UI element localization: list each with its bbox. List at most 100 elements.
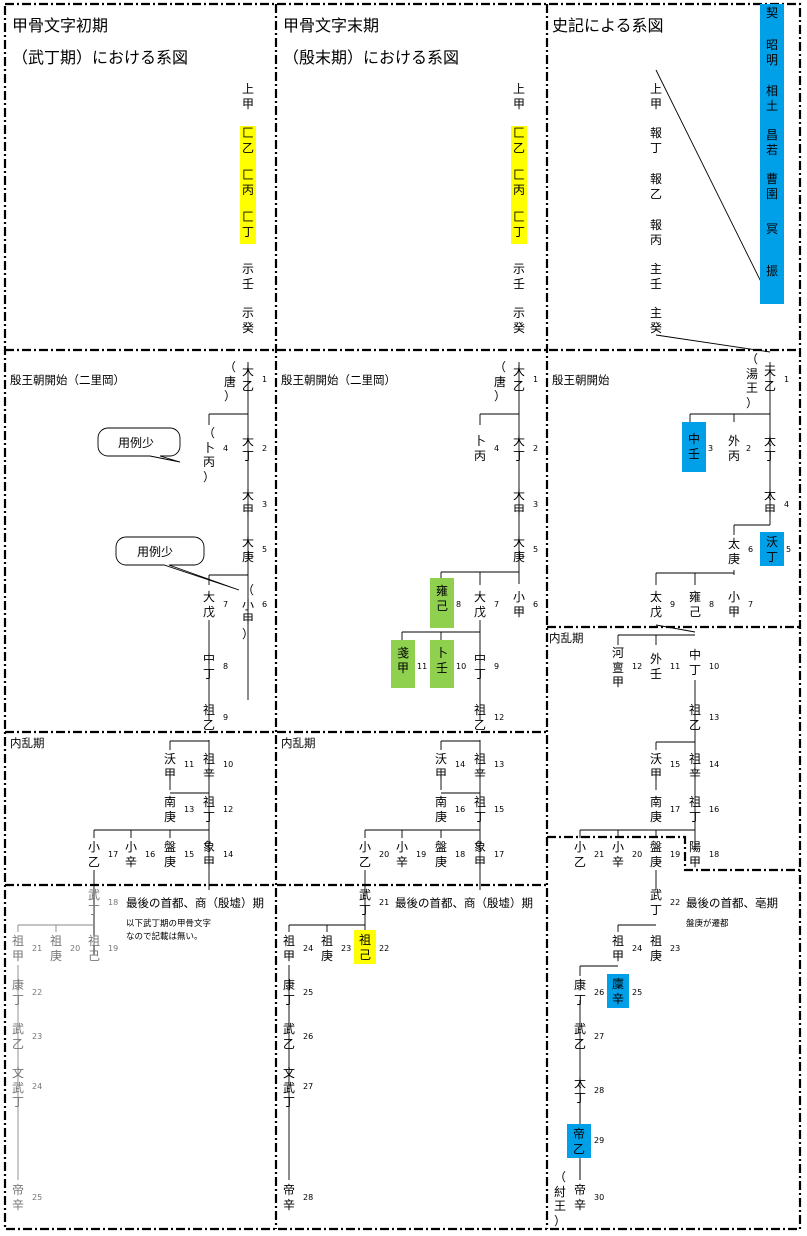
col1-dynasty-start-label: 殷王朝開始（二里岡） (10, 373, 125, 387)
c3-king-4: 太甲 (763, 488, 776, 517)
c1-num-14: 14 (223, 850, 234, 859)
c1-king-24: 文武丁 (11, 1066, 24, 1109)
c2-num-2: 2 (533, 444, 539, 453)
c3-king-30: 帝辛 (573, 1183, 586, 1212)
c1-pre-3: 匚丁 (240, 210, 256, 244)
c3-num-25: 25 (632, 988, 643, 997)
c3-side-2: 相土 (765, 84, 778, 113)
c2-king-20: 小乙 (358, 840, 371, 869)
c3-side-6: 振 (765, 264, 778, 278)
c2-king-23: 祖庚 (320, 934, 333, 963)
col3-note: 盤庚が遷都 (686, 919, 729, 929)
c2-num-20: 20 (379, 850, 390, 859)
c2-king-6: 小甲 (512, 590, 525, 619)
c3-num-12: 12 (632, 662, 643, 671)
c1-num-24: 24 (32, 1082, 43, 1091)
c2-num-6: 6 (533, 600, 539, 609)
c1-pre-2: 匚丙 (240, 168, 256, 210)
c1-king-15: 盤庚 (163, 840, 176, 869)
c2-num-12: 12 (494, 713, 505, 722)
c2-num-22: 22 (379, 944, 390, 953)
c3-king-24: 祖甲 (611, 934, 624, 963)
c2-pre-5: 示癸 (512, 306, 525, 335)
c1-num-12: 12 (223, 805, 234, 814)
c2-king-8: 雍己 (430, 578, 454, 628)
c3-king-29: 帝乙 (567, 1124, 591, 1158)
c1-num-25: 25 (32, 1193, 43, 1202)
c3-num-7: 7 (748, 600, 754, 609)
c3-num-5: 5 (786, 545, 792, 554)
c3-pre-2: 報乙 (649, 172, 662, 201)
c3-num-4: 4 (784, 500, 790, 509)
c3-num-21: 21 (594, 850, 605, 859)
c2-num-21: 21 (379, 898, 390, 907)
c1-king-1: 大乙 (241, 364, 254, 393)
c1-king-5: 大庚 (241, 535, 254, 564)
c2-king-4: 卜丙 (473, 434, 486, 463)
c3-ancestors-highlight (760, 4, 784, 304)
c2-pre-1: 匚乙 (511, 126, 527, 168)
c3-num-24: 24 (632, 944, 643, 953)
c3-king-11: 外壬 (649, 652, 662, 681)
c3-king-30-alt: （紂王） (553, 1170, 566, 1228)
c1-king-25: 帝辛 (11, 1183, 24, 1212)
c1-king-1-alt: （唐） (223, 360, 236, 403)
c3-num-19: 19 (670, 850, 681, 859)
c2-king-15: 祖丁 (473, 795, 486, 824)
c3-king-1-alt: （湯王） (745, 352, 758, 410)
c2-num-3: 3 (533, 500, 539, 509)
c3-num-17: 17 (670, 805, 681, 814)
c3-king-27: 武乙 (573, 1022, 586, 1051)
c3-side-0: 契 (765, 6, 778, 20)
col1-note-line2: なので記載は無い。 (126, 932, 203, 942)
c1-num-13: 13 (184, 805, 195, 814)
c1-king-4: （卜丙） (202, 426, 215, 484)
c2-num-18: 18 (455, 850, 466, 859)
c3-king-18: 陽甲 (688, 840, 701, 869)
c2-num-16: 16 (455, 805, 466, 814)
c2-num-13: 13 (494, 760, 505, 769)
c3-king-7: 小甲 (727, 590, 740, 619)
c1-num-5: 5 (262, 545, 268, 554)
c3-num-30: 30 (594, 1193, 605, 1202)
c1-num-18: 18 (108, 898, 119, 907)
c3-num-15: 15 (670, 760, 681, 769)
c3-num-2: 2 (746, 444, 752, 453)
c2-king-1: 大乙 (512, 364, 525, 393)
c2-king-9: 中丁 (473, 652, 486, 681)
c3-king-3: 中壬 (682, 422, 706, 472)
c3-king-12: 河亶甲 (611, 646, 624, 689)
c2-king-1-alt: （唐） (493, 360, 506, 403)
c3-num-26: 26 (594, 988, 605, 997)
callout-rare-usage-1: 用例少 (118, 436, 155, 450)
c3-num-22: 22 (670, 898, 681, 907)
col1-note-line1: 以下武丁期の甲骨文字 (126, 919, 212, 929)
c2-num-14: 14 (455, 760, 466, 769)
c1-king-14: 象甲 (202, 840, 215, 869)
c3-num-10: 10 (709, 662, 720, 671)
col3-title: 史記による系図 (552, 16, 664, 35)
c1-pre-4: 示壬 (241, 262, 254, 291)
c2-pre-4: 示壬 (512, 262, 525, 291)
c2-num-24: 24 (303, 944, 314, 953)
col1-disorder-label: 内乱期 (10, 736, 45, 750)
c2-king-2: 大丁 (512, 434, 525, 463)
c3-king-6: 太庚 (727, 537, 740, 566)
c2-king-28: 帝辛 (282, 1183, 295, 1212)
c2-pre-0: 上甲 (512, 82, 525, 111)
c3-pre-1: 報丁 (649, 126, 662, 155)
c3-king-16: 祖丁 (688, 795, 701, 824)
c2-king-10: 卜壬 (430, 640, 454, 688)
c1-king-22: 康丁 (11, 978, 24, 1007)
c1-king-3: 大甲 (241, 488, 254, 517)
c1-king-9: 祖乙 (202, 703, 215, 732)
c2-king-26: 武乙 (282, 1022, 295, 1051)
c1-pre-0: 上甲 (241, 82, 254, 111)
c3-num-27: 27 (594, 1032, 605, 1041)
c3-num-8: 8 (709, 600, 715, 609)
c1-num-3: 3 (262, 500, 268, 509)
c1-num-9: 9 (223, 713, 229, 722)
c3-num-14: 14 (709, 760, 720, 769)
c3-king-15: 沃甲 (649, 752, 662, 781)
c1-king-23: 武乙 (11, 1022, 24, 1051)
